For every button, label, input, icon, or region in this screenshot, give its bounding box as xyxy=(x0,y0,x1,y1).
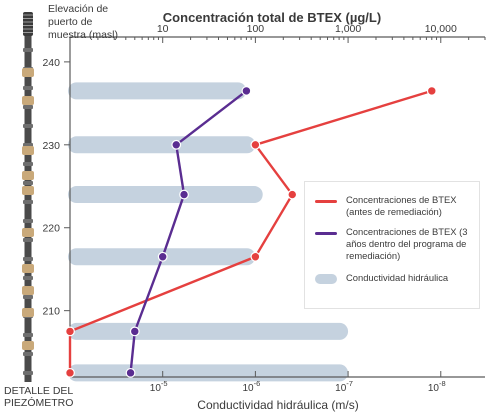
piezometer-ring xyxy=(23,181,33,185)
legend-swatch-before xyxy=(315,200,337,203)
x-top-tick-label-0: 10 xyxy=(157,23,169,35)
piezometer-packer xyxy=(22,286,34,295)
series-line-0 xyxy=(68,89,433,373)
series-1-point-5 xyxy=(125,367,136,378)
series-0-point-4 xyxy=(65,326,75,337)
piezometer-packer xyxy=(22,186,34,195)
series-line-1 xyxy=(129,89,248,373)
series-lines xyxy=(65,86,437,378)
piezometer-ring xyxy=(23,162,33,166)
piezometer-packer xyxy=(22,264,34,273)
conductivity-bar-5 xyxy=(68,364,349,382)
chart-text: 210 220 230 240 10 100 1,000 10,000 10-5 10-6 10-7… xyxy=(4,3,457,412)
piezometer-ring xyxy=(23,371,33,375)
piezometer-ring xyxy=(23,86,33,90)
series-1-point-0 xyxy=(241,86,252,96)
x-bottom-tick-label-0: 10-5 xyxy=(150,379,168,394)
legend-label-before: Concentraciones de BTEX (antes de remedi… xyxy=(346,194,457,217)
piezometer-packer xyxy=(22,146,34,155)
y-tick-label-210: 210 xyxy=(42,306,60,318)
piezometer-ring xyxy=(23,124,33,128)
piezometer-packer xyxy=(22,341,34,350)
legend-label-after: Concentraciones de BTEX (3 años dentro d… xyxy=(346,226,468,261)
piezometer-packer xyxy=(22,96,34,105)
legend-item-after: Concentraciones de BTEX (3 años dentro d… xyxy=(315,226,476,262)
piezometer-ring xyxy=(23,333,33,337)
legend-item-before: Concentraciones de BTEX (antes de remedi… xyxy=(315,194,476,218)
y-tick-label-220: 220 xyxy=(42,223,60,235)
chart-title: Concentración total de BTEX (µg/L) xyxy=(163,10,381,25)
piezometer-packer xyxy=(22,308,34,317)
y-tick-label-230: 230 xyxy=(42,140,60,152)
piezometer-pipe xyxy=(24,36,32,382)
piezometer-ring xyxy=(23,352,33,356)
x-top-tick-label-1: 100 xyxy=(247,23,265,35)
piezometer-ring xyxy=(23,257,33,261)
series-1-point-3 xyxy=(157,251,168,262)
conductivity-bar-1 xyxy=(68,136,256,154)
piezometer-ring xyxy=(23,276,33,280)
series-0-point-3 xyxy=(250,251,261,262)
piezometer-ring xyxy=(23,219,33,223)
piezometer-detail xyxy=(22,12,34,382)
piezometer-packer xyxy=(22,171,34,180)
piezometer-label-line-1: PIEZÓMETRO xyxy=(4,396,73,409)
legend-swatch-after xyxy=(315,232,337,235)
legend-label-conductivity: Conductividad hidráulica xyxy=(346,272,449,283)
conductivity-bar-0 xyxy=(68,82,247,100)
series-1-point-1 xyxy=(171,139,182,150)
piezometer-packer xyxy=(22,68,34,77)
piezometer-ring xyxy=(23,238,33,242)
legend-item-conductivity: Conductividad hidráulica xyxy=(315,272,476,284)
y-label-line-1: puerto de xyxy=(48,16,93,28)
series-0-point-5 xyxy=(65,367,75,378)
piezometer-ring xyxy=(23,105,33,109)
piezometer-packer xyxy=(22,228,34,237)
series-0-point-2 xyxy=(287,189,298,200)
series-0-point-0 xyxy=(426,86,437,96)
x-bottom-tick-label-2: 10-7 xyxy=(335,379,353,394)
series-1-point-4 xyxy=(129,326,140,337)
piezometer-ring xyxy=(23,48,33,52)
conductivity-bar-4 xyxy=(68,322,349,340)
series-1-point-2 xyxy=(179,189,189,200)
y-label-line-0: Elevación de xyxy=(48,3,108,15)
piezometer-label-line-0: DETALLE DEL xyxy=(4,385,73,397)
y-label-line-2: muestra (masl) xyxy=(48,29,118,41)
x-bottom-label: Conductividad hidráulica (m/s) xyxy=(197,398,358,412)
piezometer-ring xyxy=(23,200,33,204)
x-top-tick-label-2: 1,000 xyxy=(335,23,361,35)
conductivity-bar-2 xyxy=(68,186,263,204)
chart-axes xyxy=(64,36,486,378)
x-bottom-tick-label-1: 10-6 xyxy=(242,379,260,394)
piezometer-ring xyxy=(23,295,33,299)
x-top-tick-label-3: 10,000 xyxy=(425,23,457,35)
x-bottom-tick-label-3: 10-8 xyxy=(428,379,446,394)
series-0-point-1 xyxy=(250,139,261,150)
legend-swatch-conductivity xyxy=(315,274,337,284)
y-tick-label-240: 240 xyxy=(42,57,60,69)
legend: Concentraciones de BTEX (antes de remedi… xyxy=(304,181,480,309)
